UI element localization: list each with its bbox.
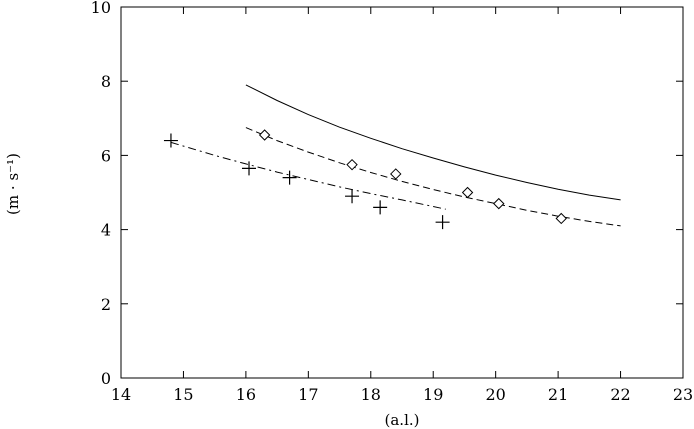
y-tick-label: 2 xyxy=(101,295,111,314)
diamond-point xyxy=(346,158,358,171)
plus-point xyxy=(345,189,360,204)
series-line-dash-dot xyxy=(170,141,446,210)
plus-point xyxy=(435,215,450,230)
y-tick-label: 0 xyxy=(101,369,111,388)
x-tick-label: 21 xyxy=(548,385,568,404)
y-tick-label: 4 xyxy=(101,221,111,240)
x-tick-label: 22 xyxy=(610,385,630,404)
diamond-point xyxy=(493,197,505,210)
plus-point xyxy=(242,161,257,176)
x-tick-label: 20 xyxy=(485,385,505,404)
plus-point xyxy=(282,170,297,185)
ticks: 14 15 16 17 18 19 20 21 22 23 0 2 4 6 8 10 xyxy=(91,0,694,404)
y-axis-title: (m · s⁻¹) xyxy=(4,153,22,215)
plus-point xyxy=(163,133,178,148)
diamond-point xyxy=(390,168,402,180)
diamond-point xyxy=(555,212,567,225)
x-tick-label: 23 xyxy=(673,385,693,404)
y-tick-label: 10 xyxy=(91,0,111,17)
diamond-point xyxy=(258,129,271,141)
markers-layer xyxy=(163,129,567,230)
series-layer xyxy=(170,84,621,227)
x-tick-label: 18 xyxy=(361,385,381,404)
x-tick-label: 14 xyxy=(111,385,131,404)
x-axis-title: (a.l.) xyxy=(385,411,420,429)
series-line-dashed xyxy=(245,127,621,227)
x-tick-label: 15 xyxy=(173,385,193,404)
x-tick-label: 16 xyxy=(236,385,256,404)
x-tick-label: 17 xyxy=(298,385,318,404)
x-tick-label: 19 xyxy=(423,385,443,404)
plot-frame xyxy=(120,6,684,379)
y-tick-label: 8 xyxy=(101,72,111,91)
plus-point xyxy=(373,200,388,215)
y-tick-label: 6 xyxy=(101,146,111,165)
diamond-point xyxy=(461,186,474,199)
series-line-solid xyxy=(245,84,621,201)
